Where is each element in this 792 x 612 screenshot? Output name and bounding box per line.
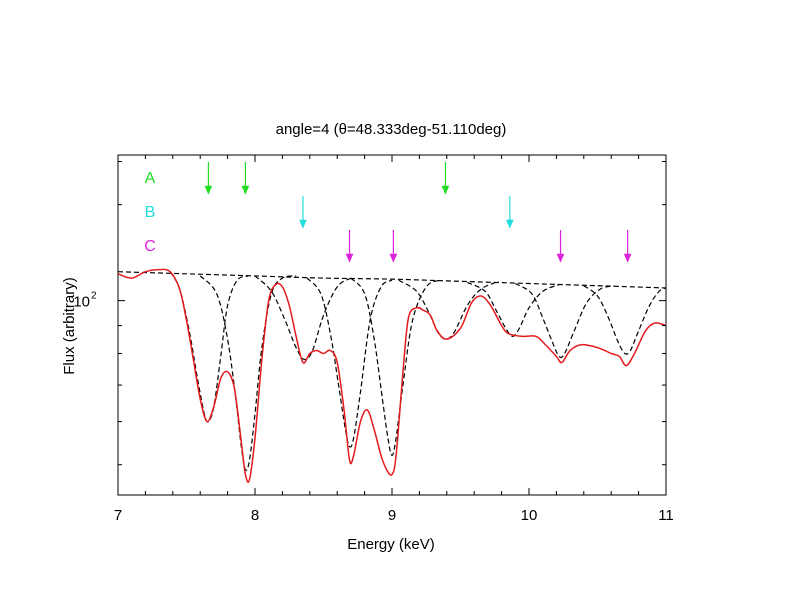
series-layer (117, 268, 667, 483)
line-marker-arrowhead (623, 253, 632, 263)
plot-frame (117, 154, 667, 496)
y-axis-label: Flux (arbitrary) (61, 277, 78, 375)
component-curve (306, 277, 393, 448)
y-tick-label-exponent: 2 (91, 291, 97, 302)
x-tick-label: 7 (114, 507, 122, 524)
y-tick-label: 10 (73, 294, 90, 311)
line-marker-arrowhead (299, 219, 307, 229)
chart-title: angle=4 (θ=48.333deg-51.110deg) (276, 121, 507, 138)
legend-label-b: B (145, 204, 156, 221)
line-marker-arrowhead (241, 185, 250, 195)
component-curve (199, 275, 297, 471)
line-marker-arrowhead (345, 253, 354, 263)
x-tick-label: 10 (521, 507, 538, 524)
x-tick-label: 9 (388, 507, 396, 524)
component-curve (398, 279, 500, 340)
line-marker-arrowhead (441, 185, 450, 195)
legend-label-c: C (144, 238, 156, 255)
model-curve (117, 268, 667, 483)
x-tick-label: 11 (658, 507, 674, 524)
x-tick-label: 8 (251, 507, 259, 524)
component-curve (117, 271, 667, 289)
component-curve (467, 281, 560, 337)
component-curve (350, 277, 441, 457)
line-marker-arrowhead (389, 253, 398, 263)
line-marker-arrowhead (505, 219, 514, 229)
component-curve (514, 282, 615, 359)
component-curve (254, 275, 352, 361)
component-curve (583, 285, 667, 355)
line-marker-arrowhead (556, 253, 565, 263)
annotation-layer: ABC (144, 162, 632, 263)
line-marker-arrowhead (204, 185, 213, 195)
x-axis-label: Energy (keV) (347, 536, 435, 553)
legend-label-a: A (145, 170, 156, 187)
